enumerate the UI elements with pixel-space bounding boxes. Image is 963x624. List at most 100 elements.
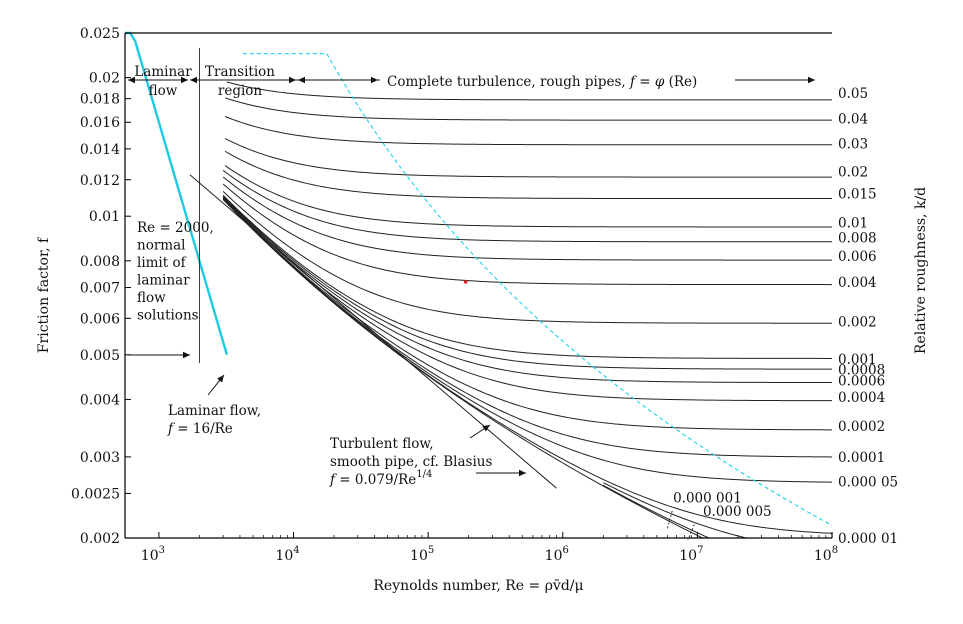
roughness-label-4: 0.015 (838, 187, 877, 203)
y-tick-label-13: 0.0025 (71, 486, 120, 502)
roughness-label-19: 0.000 001 (673, 490, 742, 506)
roughness-curve-14 (222, 198, 833, 431)
roughness-curve-11 (222, 195, 832, 370)
turbulent-note-f: f (329, 472, 337, 488)
roughness-curve-17 (222, 198, 833, 534)
re2000-note-line-0: Re = 2000, (137, 220, 214, 236)
x-tick-label-3: 106 (545, 545, 569, 564)
roughness-curve-15 (222, 198, 833, 458)
laminar-note-f: f (167, 421, 175, 437)
labels-layer: 0.050.040.030.020.0150.010.0080.0060.004… (36, 64, 929, 594)
roughness-label-13: 0.0004 (838, 390, 885, 406)
turbulent-note-eq: = 0.079/Re (335, 472, 416, 488)
roughness-label-2: 0.03 (838, 136, 868, 152)
roughness-label-17: 0.000 01 (838, 531, 898, 547)
series-boundary (242, 53, 833, 526)
series-smooth (222, 199, 751, 539)
turbulent-note-line-2: f = 0.079/Re1/4 (329, 469, 432, 488)
y-tick-label-9: 0.006 (80, 311, 120, 327)
roughness-label-10: 0.001 (838, 352, 877, 368)
turbulent-note-arrow-up-head (482, 425, 490, 432)
roughness-label-9: 0.002 (838, 315, 877, 331)
roughness-curve-0 (226, 81, 832, 101)
y-tick-label-11: 0.004 (80, 392, 120, 408)
re2000-note-line-2: limit of (137, 255, 187, 271)
y2-axis-label: Relative roughness, k/d (913, 187, 929, 354)
roughness-label-12: 0.0006 (838, 373, 885, 389)
roughness-leader-19 (667, 510, 673, 529)
turbulent-note-line-1: smooth pipe, cf. Blasius (330, 454, 492, 470)
y-tick-label-3: 0.016 (80, 115, 120, 131)
roughness-label-0: 0.05 (838, 86, 868, 102)
roughness-label-3: 0.02 (838, 165, 868, 181)
x-tick-exp-2: 5 (428, 545, 434, 556)
y-tick-label-5: 0.012 (80, 173, 120, 189)
region-transition-line1: Transition (205, 64, 275, 80)
roughness-curve-8 (222, 183, 832, 286)
curves-layer (125, 31, 833, 539)
region-turbulent-label: Complete turbulence, rough pipes, f = φ … (387, 74, 697, 90)
turbulent-phi: φ (655, 74, 665, 90)
axes-layer (124, 32, 833, 539)
laminar-region-arrow-head (181, 76, 188, 84)
roughness-curve-6 (222, 170, 832, 243)
laminar-note-arrow-head (217, 375, 224, 383)
turbulent-f: f (629, 74, 637, 90)
y-tick-label-8: 0.007 (80, 281, 120, 297)
roughness-curve-3 (224, 138, 832, 178)
roughness-curve-12 (222, 196, 832, 384)
transition-region-arrow-head (289, 76, 296, 84)
turbulent-eq: = (635, 74, 655, 90)
turbulent-note-arrow-right-head (519, 469, 526, 477)
y-tick-label-0: 0.025 (80, 26, 120, 42)
re2000-note-line-3: laminar (137, 273, 190, 289)
laminar-region-arrow-back-head (128, 76, 135, 84)
point-marker (463, 280, 468, 284)
x-tick-exp-0: 3 (159, 545, 165, 556)
re2000-note-line-4: flow (137, 290, 166, 306)
x-tick-label-1: 104 (275, 545, 299, 564)
roughness-label-6: 0.008 (838, 230, 877, 246)
turbulent-note-exp: 1/4 (416, 469, 432, 480)
y-axis-label: Friction factor, f (36, 236, 52, 353)
roughness-leader-18 (687, 524, 695, 541)
roughness-label-16: 0.000 05 (838, 475, 898, 491)
turbulent-note-line-0: Turbulent flow, (330, 436, 434, 452)
roughness-curve-10 (222, 194, 832, 359)
region-laminar-line1: Laminar (134, 64, 192, 80)
roughness-label-1: 0.04 (838, 112, 868, 128)
roughness-curve-5 (224, 165, 833, 228)
y-tick-label-4: 0.014 (80, 142, 120, 158)
series-blasius (189, 174, 557, 489)
x-tick-exp-5: 8 (832, 545, 838, 556)
roughness-label-14: 0.0002 (838, 419, 885, 435)
y-tick-label-12: 0.003 (80, 450, 120, 466)
region-laminar-line2: flow (149, 83, 178, 99)
re2000-arrow-head (183, 351, 190, 359)
series-laminar (125, 31, 229, 356)
roughness-curve-13 (222, 197, 832, 402)
roughness-label-8: 0.004 (838, 275, 877, 291)
x-tick-label-5: 108 (814, 545, 838, 564)
x-tick-label-0: 103 (141, 545, 165, 564)
roughness-curve-4 (224, 150, 832, 200)
transition-region-arrow-head (190, 76, 197, 84)
turbulent-suffix: (Re) (664, 74, 697, 90)
turbulent-region-arrow-right-head (808, 76, 815, 84)
roughness-label-11: 0.0008 (838, 362, 885, 378)
laminar-note-line-0: Laminar flow, (168, 403, 261, 419)
laminar-note-eq: = 16/Re (173, 421, 233, 437)
y-tick-label-14: 0.002 (80, 531, 120, 547)
y-tick-label-2: 0.018 (80, 92, 120, 108)
x-tick-label-2: 105 (410, 545, 434, 564)
roughness-curve-9 (222, 191, 832, 324)
laminar-note-line-1: f = 16/Re (167, 421, 233, 437)
region-transition-line2: region (218, 83, 263, 99)
re2000-note-line-1: normal (137, 238, 185, 254)
x-tick-label-4: 107 (679, 545, 703, 564)
re2000-note-line-5: solutions (137, 308, 199, 324)
x-tick-exp-1: 4 (293, 545, 299, 556)
y-tick-label-10: 0.005 (80, 348, 120, 364)
x-axis-label: Reynolds number, Re = ρv̄d/μ (373, 578, 583, 594)
